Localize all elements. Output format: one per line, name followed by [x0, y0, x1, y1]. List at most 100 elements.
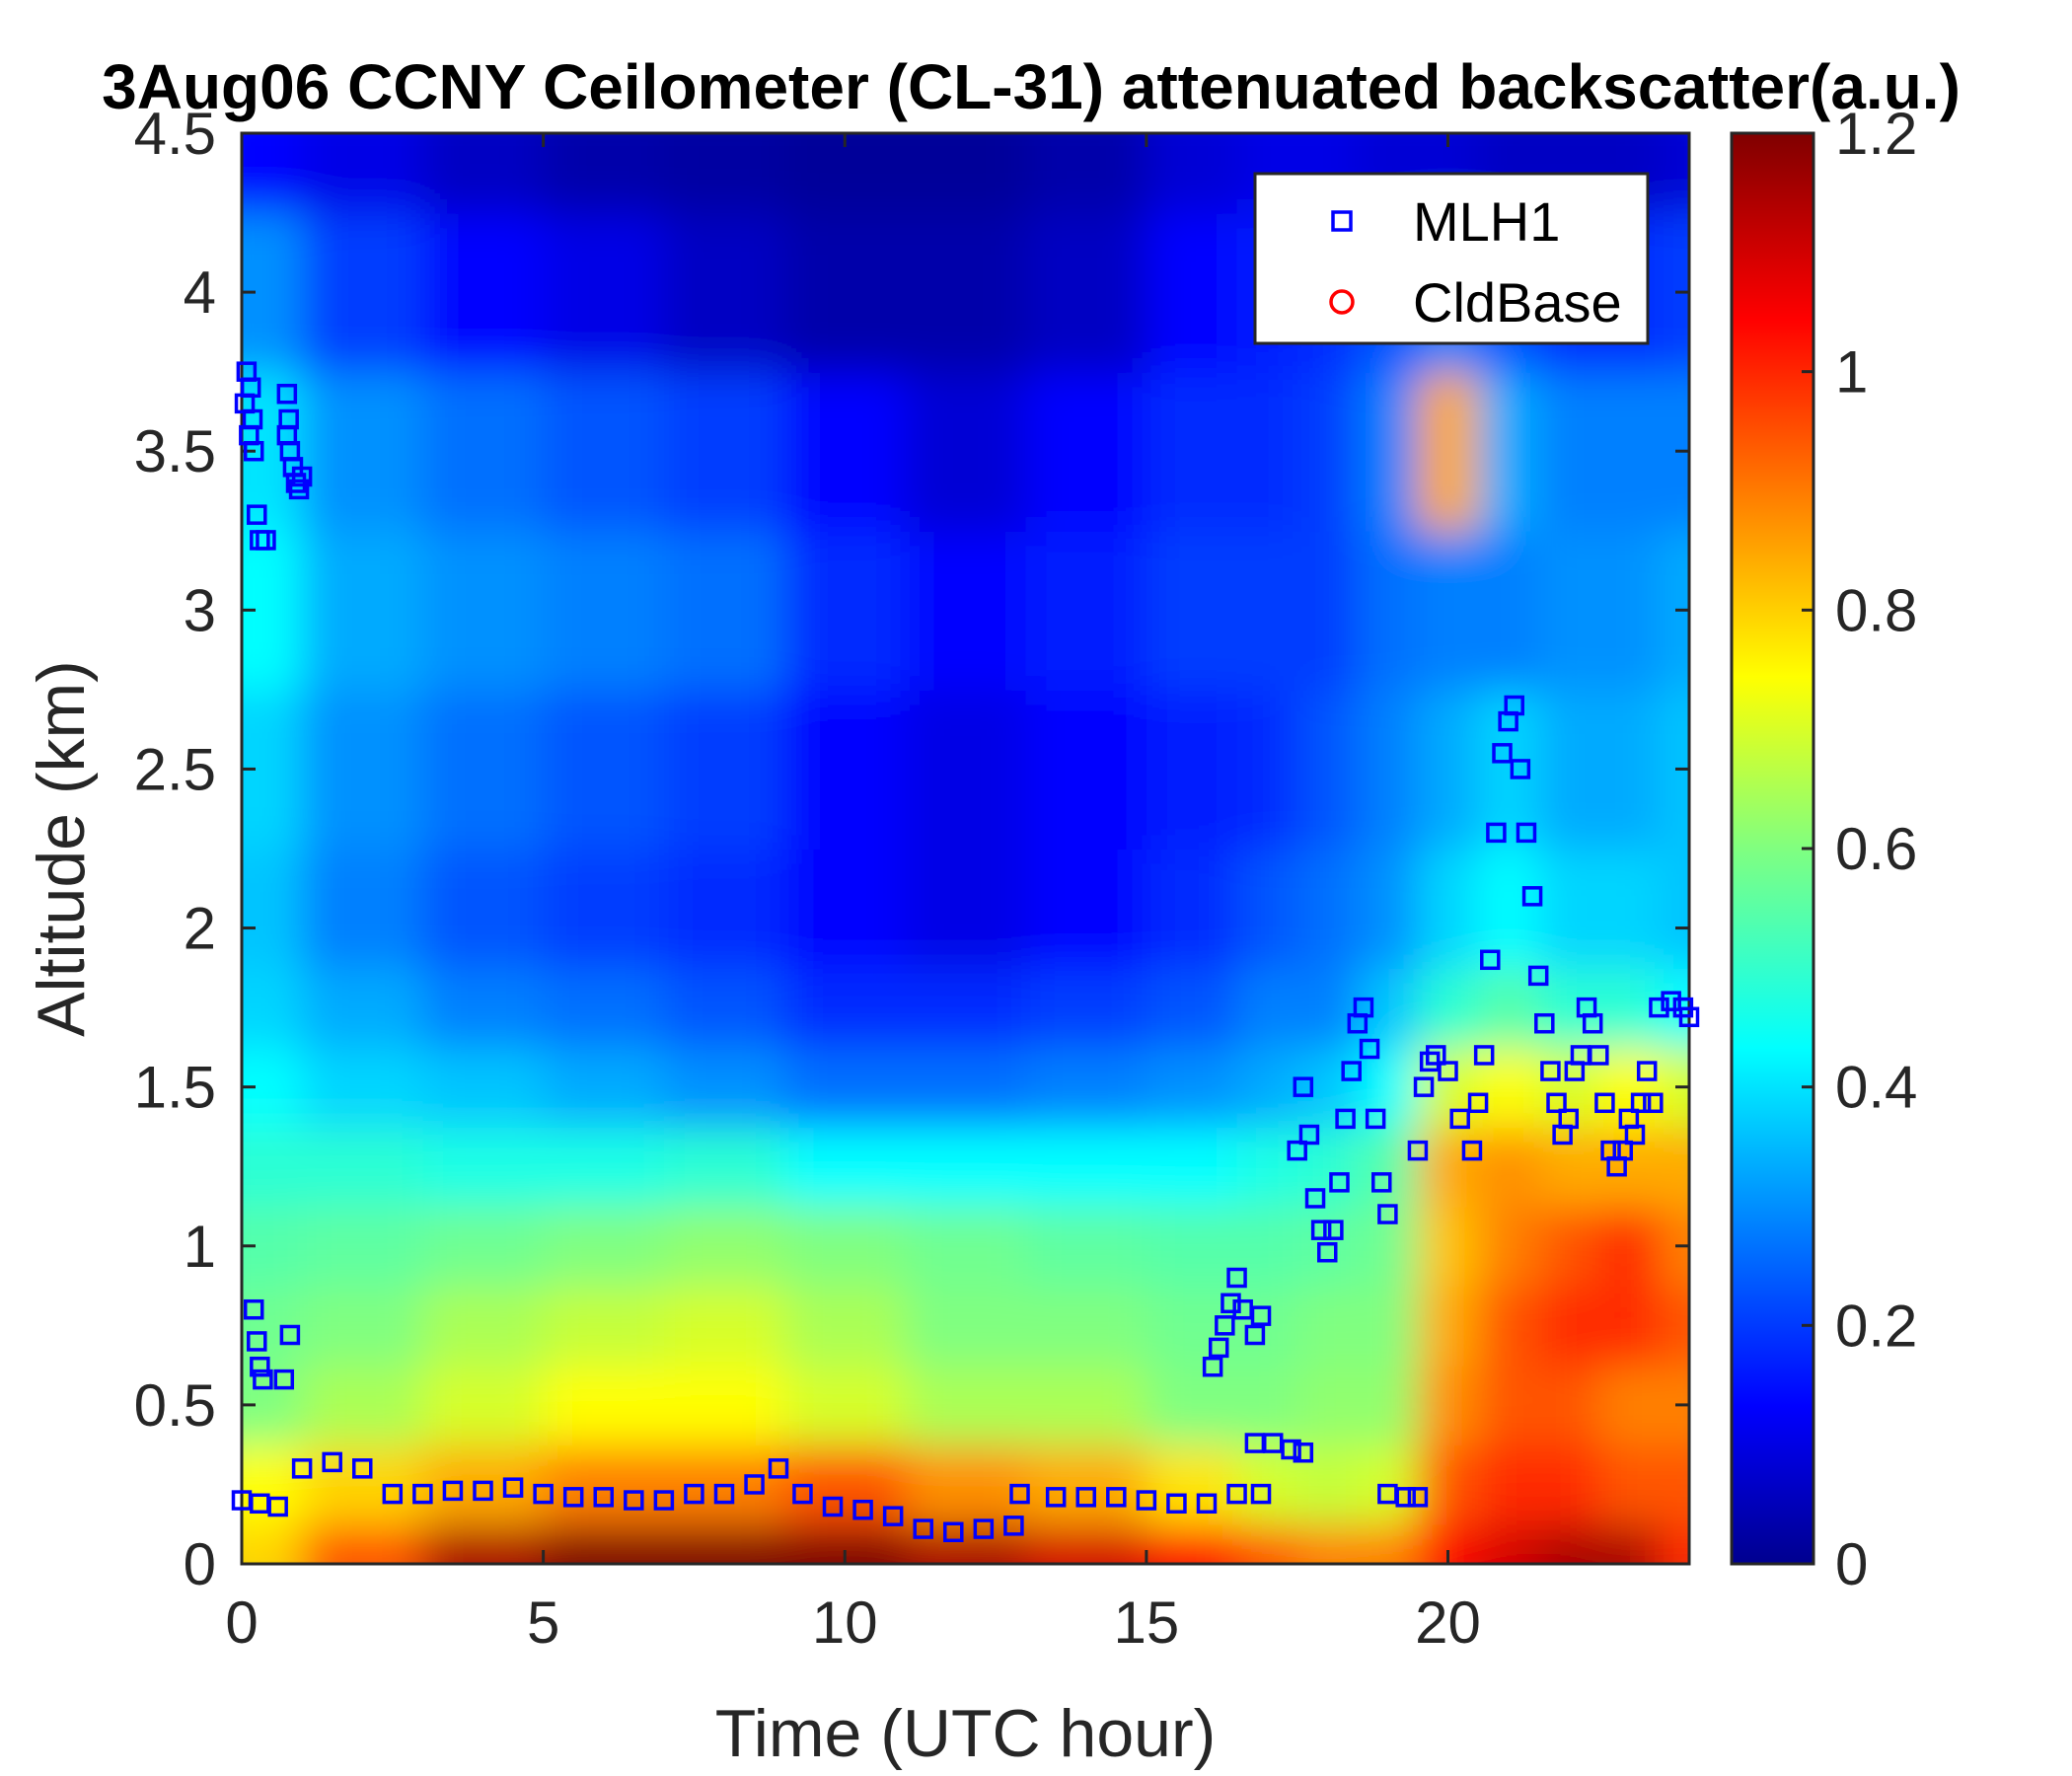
- heatmap-cell: [302, 1444, 424, 1525]
- heatmap-cell: [1357, 1365, 1419, 1446]
- heatmap-cell: [784, 212, 907, 373]
- mlh1-point: [1221, 1293, 1241, 1314]
- mlh1-point: [1426, 1045, 1446, 1066]
- mlh1-point: [1106, 1487, 1127, 1508]
- mlh1-point: [291, 466, 313, 487]
- mlh1-point: [1136, 1490, 1157, 1511]
- heatmap-cell: [1659, 689, 1689, 850]
- heatmap-cell: [1296, 1523, 1359, 1564]
- heatmap-cell: [1296, 530, 1359, 691]
- heatmap-field: [242, 133, 1689, 1564]
- mlh1-point: [1473, 1045, 1495, 1066]
- mlh1-point: [1504, 695, 1524, 716]
- heatmap-cell: [1236, 1206, 1298, 1288]
- y-tick-label: 4.5: [134, 101, 216, 167]
- mlh1-point: [852, 1499, 873, 1520]
- y-axis: 0 0.5 1 1.5 2 2.5 3 3.5 4 4.5: [134, 101, 1689, 1597]
- heatmap-cell: [242, 1523, 304, 1564]
- mlh1-point: [1438, 1061, 1458, 1081]
- mlh1-point: [624, 1490, 644, 1511]
- heatmap-cell: [1659, 530, 1689, 691]
- plot-frame: [240, 131, 1691, 1566]
- heatmap-cell: [905, 371, 1027, 532]
- heatmap-cell: [784, 1206, 907, 1288]
- heatmap-cell: [1357, 371, 1419, 532]
- heatmap-cell: [663, 1286, 786, 1367]
- mlh1-point: [1480, 949, 1501, 971]
- heatmap-cell: [1146, 371, 1238, 532]
- mlh1-point: [1329, 1172, 1350, 1193]
- colorbar: 0 0.2 0.4 0.6 0.8 1 1.2: [1730, 101, 1917, 1597]
- heatmap-cell: [1417, 530, 1480, 691]
- heatmap-cells: [242, 133, 1689, 1564]
- mlh1-point: [1287, 1140, 1307, 1161]
- heatmap-cell: [1659, 1206, 1689, 1288]
- y-tick-label: 2: [184, 896, 216, 962]
- heatmap-cell: [1478, 1286, 1540, 1367]
- x-tick-label: 10: [812, 1590, 878, 1656]
- mlh1-point: [288, 479, 310, 500]
- colorbar-tick-label: 0.4: [1835, 1055, 1917, 1121]
- heatmap-cell: [543, 1206, 665, 1288]
- heatmap-cell: [422, 1365, 545, 1446]
- mlh1-point: [267, 1496, 288, 1517]
- mlh1-point: [1589, 1045, 1609, 1066]
- mlh1-point: [943, 1521, 964, 1543]
- heatmap-cell: [1236, 530, 1298, 691]
- mlh1-point: [1492, 743, 1513, 764]
- heatmap-cell: [242, 849, 304, 969]
- mlh1-point: [1527, 965, 1549, 987]
- mlh1-point: [1003, 1516, 1024, 1536]
- heatmap-cell: [1146, 1523, 1238, 1564]
- heatmap-cell: [1538, 1365, 1600, 1446]
- heatmap-cell: [663, 1126, 786, 1208]
- heatmap-cell: [1146, 1206, 1238, 1288]
- mlh1-point: [1250, 1305, 1272, 1326]
- mlh1-point: [1166, 1493, 1187, 1515]
- heatmap-cell: [663, 530, 786, 691]
- mlh1-point: [1467, 1092, 1489, 1114]
- heatmap-cell: [1025, 1126, 1147, 1208]
- mlh1-point: [684, 1483, 704, 1505]
- colorbar-tick-label: 0: [1835, 1531, 1868, 1597]
- heatmap-cell: [1478, 530, 1540, 691]
- mlh1-point: [1341, 1061, 1362, 1081]
- x-axis-label: Time (UTC hour): [715, 1696, 1217, 1771]
- heatmap-cell: [1598, 1286, 1661, 1367]
- mlh1-point: [1624, 1124, 1646, 1146]
- x-tick-label: 0: [225, 1590, 258, 1656]
- mlh1-point: [279, 1324, 301, 1346]
- heatmap-cell: [1538, 1126, 1600, 1208]
- heatmap-cell: [1296, 1206, 1359, 1288]
- legend-circle-icon: [1329, 289, 1355, 315]
- mlh1-point: [1196, 1493, 1218, 1515]
- heatmap-cell: [1417, 689, 1480, 850]
- heatmap-cell: [1357, 1286, 1419, 1367]
- heatmap-cell: [1146, 1126, 1238, 1208]
- mlh1-point: [1293, 1076, 1314, 1097]
- mlh1-point: [1226, 1483, 1247, 1505]
- heatmap-cell: [1025, 849, 1147, 969]
- heatmap-cell: [905, 1047, 1027, 1128]
- heatmap-cell: [302, 849, 424, 969]
- heatmap-cell: [1538, 371, 1600, 532]
- heatmap-cell: [784, 967, 907, 1049]
- mlh1-point: [1298, 1124, 1320, 1146]
- heatmap-cell: [543, 133, 665, 214]
- chart-title: 3Aug06 CCNY Ceilometer (CL-31) attenuate…: [102, 51, 1961, 122]
- colorbar-tick-label: 1.2: [1835, 101, 1917, 167]
- heatmap-cell: [1538, 1286, 1600, 1367]
- y-tick-label: 0: [184, 1531, 216, 1597]
- heatmap-cell: [1236, 689, 1298, 850]
- colorbar-tick-label: 1: [1835, 339, 1868, 406]
- heatmap-cell: [1025, 212, 1147, 373]
- y-tick-label: 3: [184, 577, 216, 643]
- heatmap-cell: [1478, 1365, 1540, 1446]
- heatmap-cell: [784, 1047, 907, 1128]
- y-tick-label: 0.5: [134, 1372, 216, 1439]
- mlh1-point: [1582, 1012, 1603, 1034]
- legend-label: CldBase: [1413, 271, 1622, 333]
- mlh1-point: [1516, 822, 1537, 844]
- mlh1-point: [1226, 1267, 1247, 1289]
- mlh1-point: [1304, 1188, 1326, 1209]
